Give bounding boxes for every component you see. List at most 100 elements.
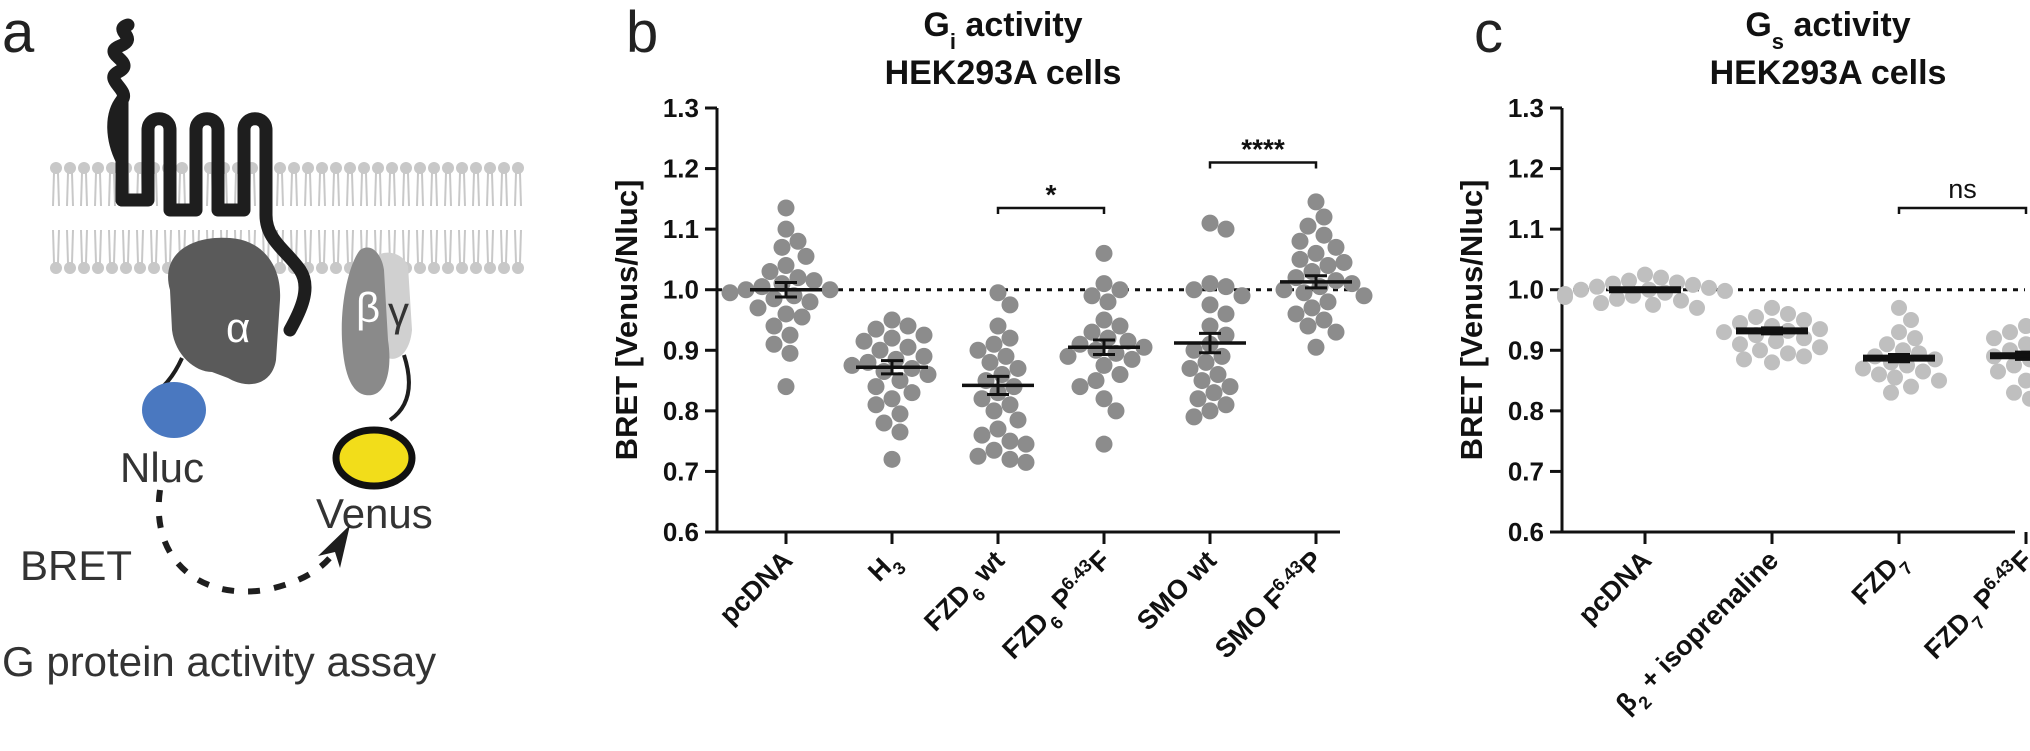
y-axis-label: BRET [Venus/Nluc] — [1454, 180, 1489, 461]
data-point — [1197, 353, 1215, 371]
data-point — [1213, 347, 1231, 365]
data-point — [781, 344, 799, 362]
data-point — [1764, 299, 1780, 316]
data-point — [1001, 450, 1019, 468]
data-point — [1573, 281, 1589, 298]
data-point — [1716, 324, 1732, 341]
y-tick-label: 1.3 — [663, 93, 699, 123]
data-point — [765, 290, 783, 308]
data-point — [973, 390, 991, 408]
chart-title-rest: activity — [956, 6, 1083, 44]
y-tick-label: 0.6 — [1508, 517, 1544, 547]
data-point — [1915, 363, 1931, 380]
chart-title-sub: i — [950, 29, 956, 54]
chart-title: Gs activity — [1745, 6, 1910, 54]
x-category-label: H3 — [862, 545, 910, 593]
significance-label: ns — [1948, 174, 1977, 204]
data-point — [1217, 220, 1235, 238]
data-point — [1685, 276, 1701, 293]
data-point — [1087, 341, 1105, 359]
data-point — [903, 384, 921, 402]
significance-label: **** — [1241, 134, 1285, 165]
x-category-label: FZD7 P6.43F — [1917, 544, 2030, 671]
receptor-tm-left — [107, 93, 129, 207]
data-point — [749, 299, 767, 317]
data-point — [1343, 275, 1361, 293]
data-point — [985, 402, 1003, 420]
data-point — [2018, 336, 2030, 353]
gamma-label: γ — [388, 288, 409, 335]
data-point — [1083, 287, 1101, 305]
significance-label: * — [1046, 179, 1057, 210]
data-point — [1891, 324, 1907, 341]
lipid — [470, 162, 482, 207]
data-point — [1217, 326, 1235, 344]
data-point — [1123, 350, 1141, 368]
data-point — [1095, 244, 1113, 262]
y-tick-label: 1.0 — [663, 275, 699, 305]
data-point — [1931, 372, 1947, 389]
y-tick-label: 1.2 — [1508, 154, 1544, 184]
y-tick-label: 1.1 — [1508, 214, 1544, 244]
lipid — [330, 229, 342, 274]
data-point — [1673, 292, 1689, 309]
data-point — [1780, 345, 1796, 362]
panel-c-letter: c — [1474, 0, 1503, 65]
data-point — [1095, 435, 1113, 453]
data-point — [899, 338, 917, 356]
data-point — [805, 272, 823, 290]
x-category-label: FZD6 P6.43F — [995, 544, 1122, 671]
data-point — [1201, 275, 1219, 293]
data-point — [1095, 311, 1113, 329]
panel-a: a α β γ Nluc Venus BRET G protein activi… — [2, 0, 524, 685]
significance-bracket — [1897, 206, 2028, 214]
lipid — [372, 162, 384, 207]
significance-bracket — [1208, 161, 1318, 169]
data-point — [2006, 357, 2022, 374]
data-point — [1589, 278, 1605, 295]
lipid — [64, 229, 76, 274]
data-point — [777, 199, 795, 217]
data-point — [1796, 312, 1812, 328]
chart-title-main: G — [923, 6, 949, 44]
data-point — [1645, 296, 1661, 313]
data-point — [1001, 432, 1019, 450]
data-point — [973, 426, 991, 444]
data-point — [1185, 408, 1203, 426]
chart-title-rest: activity — [1784, 6, 1911, 44]
data-point — [915, 347, 933, 365]
data-point — [985, 441, 1003, 459]
data-point — [891, 423, 909, 441]
data-point — [875, 414, 893, 432]
chart-title-main: G — [1745, 6, 1771, 44]
data-point — [1307, 244, 1325, 262]
data-point — [1193, 372, 1211, 390]
lipid — [316, 229, 328, 274]
data-point — [915, 326, 933, 344]
data-point — [1001, 396, 1019, 414]
panel-b-letter: b — [626, 0, 658, 65]
data-point — [1299, 217, 1317, 235]
data-point — [821, 281, 839, 299]
data-point — [1209, 366, 1227, 384]
data-point — [1986, 330, 2002, 347]
data-point — [1201, 317, 1219, 335]
data-point — [753, 278, 771, 296]
lipid — [428, 229, 440, 274]
x-category-label: SMO wt — [1131, 545, 1222, 636]
assay-caption: G protein activity assay — [2, 638, 436, 685]
lipid — [414, 229, 426, 274]
lipid — [302, 162, 314, 207]
data-point — [1303, 299, 1321, 317]
g-alpha-subunit — [168, 237, 281, 385]
lipid — [484, 162, 496, 207]
data-point — [1891, 299, 1907, 316]
x-category-label: pcDNA — [1572, 545, 1657, 630]
data-point — [2002, 324, 2018, 341]
data-point — [1017, 453, 1035, 471]
data-point — [867, 378, 885, 396]
data-point — [1275, 281, 1293, 299]
data-point — [1135, 338, 1153, 356]
